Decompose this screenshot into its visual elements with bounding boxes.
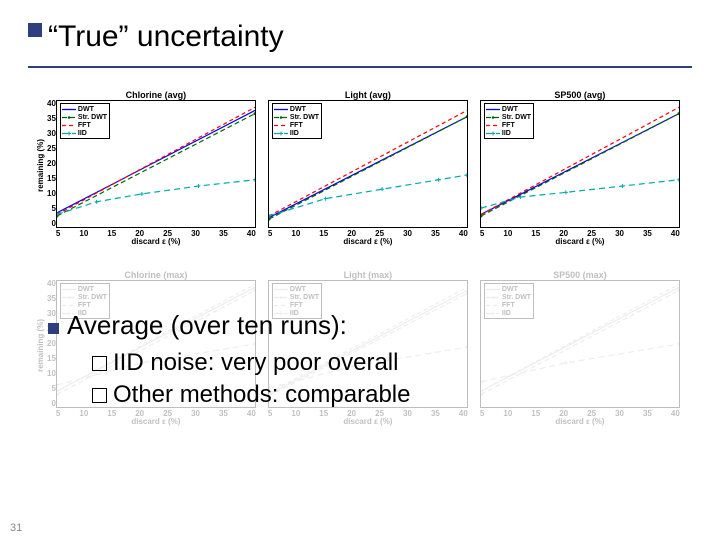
legend-label: Str. DWT (290, 294, 319, 301)
legend-label: Str. DWT (290, 114, 319, 121)
accent-square (28, 23, 42, 37)
bullet-main: Average (over ten runs): (48, 310, 410, 341)
bullet-text: Average (over ten runs): (67, 310, 347, 341)
bullet-block: Average (over ten runs): IID noise: very… (48, 310, 410, 413)
plot-area: DWTStr. DWTFFTIID (268, 100, 468, 228)
chart-panel: SP500 (avg)DWTStr. DWTFFTIID510152025303… (480, 90, 680, 240)
panel-title: Chlorine (max) (56, 270, 256, 280)
legend-label: DWT (78, 106, 94, 113)
plot-area: DWTStr. DWTFFTIID (480, 100, 680, 228)
y-axis-label: remaining (%) (36, 319, 45, 372)
chart-panel: Light (avg)DWTStr. DWTFFTIID510152025303… (268, 90, 468, 240)
legend-label: Str. DWT (502, 114, 531, 121)
panel-title: SP500 (max) (480, 270, 680, 280)
x-axis-label: discard ε (%) (480, 237, 680, 246)
plot-area: DWTStr. DWTFFTIID (56, 100, 256, 228)
legend-label: Str. DWT (78, 294, 107, 301)
legend-label: DWT (290, 106, 306, 113)
x-axis-label: discard ε (%) (56, 417, 256, 426)
legend-label: DWT (290, 286, 306, 293)
title-underline (28, 66, 692, 68)
legend-label: FFT (78, 122, 91, 129)
x-axis-label: discard ε (%) (268, 237, 468, 246)
chart-panel: SP500 (max)DWTStr. DWTFFTIID510152025303… (480, 270, 680, 420)
x-axis-label: discard ε (%) (56, 237, 256, 246)
legend-label: IID (502, 310, 511, 317)
legend-label: FFT (290, 122, 303, 129)
x-axis-label: discard ε (%) (268, 417, 468, 426)
legend-label: IID (502, 130, 511, 137)
legend-label: DWT (78, 286, 94, 293)
legend-label: FFT (78, 302, 91, 309)
chart-legend: DWTStr. DWTFFTIID (272, 103, 322, 139)
checkbox-icon (92, 356, 107, 371)
panel-title: Light (max) (268, 270, 468, 280)
y-axis-label: remaining (%) (36, 139, 45, 192)
panel-title: SP500 (avg) (480, 90, 680, 100)
page-number: 31 (10, 522, 22, 534)
chart-panel: Chlorine (avg)DWTStr. DWTFFTIID510152025… (56, 90, 256, 240)
chart-legend: DWTStr. DWTFFTIID (484, 103, 534, 139)
checkbox-icon (92, 388, 107, 403)
legend-item: IID (486, 129, 532, 137)
legend-label: Str. DWT (502, 294, 531, 301)
legend-label: IID (290, 130, 299, 137)
legend-label: DWT (502, 106, 518, 113)
panel-title: Light (avg) (268, 90, 468, 100)
x-axis-label: discard ε (%) (480, 417, 680, 426)
chart-legend: DWTStr. DWTFFTIID (484, 283, 534, 319)
legend-item: IID (486, 309, 532, 317)
plot-area: DWTStr. DWTFFTIID (480, 280, 680, 408)
legend-label: Str. DWT (78, 114, 107, 121)
legend-label: DWT (502, 286, 518, 293)
bullet-square-icon (48, 323, 59, 334)
page-title: “True” uncertainty (48, 20, 284, 54)
sub-bullet-2: Other methods: comparable (92, 381, 410, 409)
y-ticks: 0510152025303540 (47, 100, 56, 228)
legend-label: FFT (502, 302, 515, 309)
legend-label: FFT (502, 122, 515, 129)
legend-item: IID (274, 129, 320, 137)
legend-label: IID (78, 130, 87, 137)
legend-label: FFT (290, 302, 303, 309)
chart-legend: DWTStr. DWTFFTIID (60, 103, 110, 139)
panel-title: Chlorine (avg) (56, 90, 256, 100)
sub-bullet-1: IID noise: very poor overall (92, 349, 410, 377)
chart-row-avg: remaining (%) 0510152025303540 Chlorine … (36, 90, 696, 240)
legend-item: IID (62, 129, 108, 137)
